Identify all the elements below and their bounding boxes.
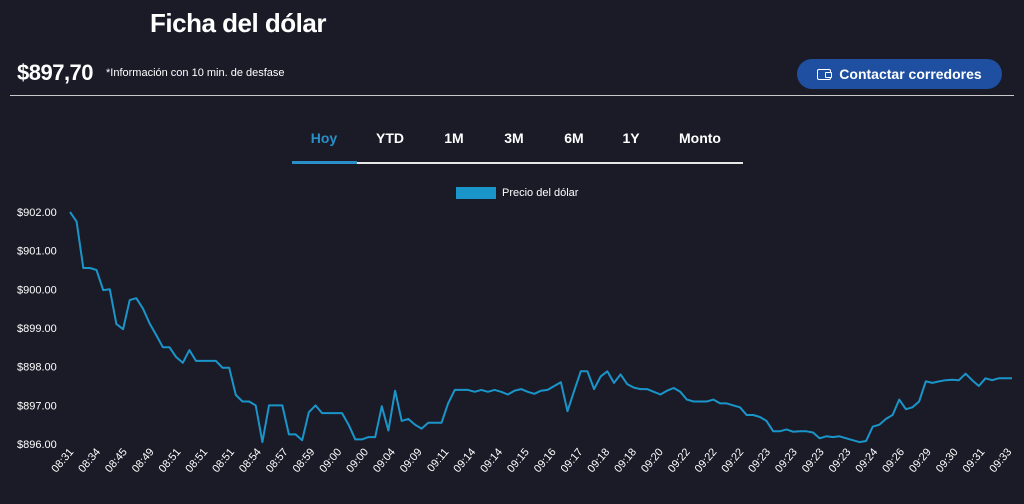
chart-legend[interactable]: Precio del dólar	[456, 187, 578, 199]
x-tick-label: 09:15	[505, 446, 532, 475]
tab-1m[interactable]: 1M	[444, 130, 464, 146]
x-tick-label: 09:23	[746, 446, 773, 475]
y-tick-label: $900.00	[17, 284, 57, 296]
x-tick-label: 09:23	[800, 446, 827, 475]
active-tab-indicator	[292, 161, 357, 164]
x-tick-label: 09:22	[666, 446, 693, 475]
period-tabs: Hoy YTD 1M 3M 6M 1Y Monto	[292, 122, 743, 164]
x-tick-label: 09:18	[585, 446, 612, 475]
x-tick-label: 09:22	[693, 446, 720, 475]
delay-note: *Información con 10 min. de desfase	[106, 67, 285, 79]
x-tick-label: 08:49	[130, 446, 157, 475]
x-tick-label: 09:16	[532, 446, 559, 475]
x-tick-label: 09:29	[907, 446, 934, 475]
series-line[interactable]	[69, 211, 1012, 444]
y-tick-label: $898.00	[17, 362, 57, 374]
header-divider	[10, 95, 1014, 96]
x-tick-label: 08:51	[157, 446, 184, 475]
x-tick-label: 09:30	[934, 446, 961, 475]
contact-brokers-button[interactable]: Contactar corredores	[797, 59, 1002, 89]
x-tick-label: 09:23	[773, 446, 800, 475]
x-tick-label: 09:23	[827, 446, 854, 475]
page-title: Ficha del dólar	[150, 8, 327, 38]
tab-6m[interactable]: 6M	[564, 130, 584, 146]
legend-swatch	[456, 187, 496, 199]
contact-brokers-label: Contactar corredores	[839, 66, 982, 82]
x-tick-label: 09:14	[451, 446, 478, 475]
x-tick-label: 08:54	[237, 446, 264, 475]
x-tick-label: 09:22	[719, 446, 746, 475]
y-tick-label: $897.00	[17, 400, 57, 412]
x-tick-label: 08:34	[76, 446, 103, 475]
y-tick-label: $902.00	[17, 207, 57, 219]
legend-label: Precio del dólar	[502, 187, 579, 199]
tab-hoy[interactable]: Hoy	[310, 130, 338, 146]
x-tick-label: 09:14	[478, 446, 505, 475]
x-tick-label: 09:33	[987, 446, 1014, 475]
tab-monto[interactable]: Monto	[679, 130, 721, 146]
x-tick-label: 08:59	[291, 446, 318, 475]
x-tick-label: 09:04	[371, 446, 398, 475]
x-tick-label: 08:57	[264, 446, 291, 475]
x-tick-label: 09:24	[853, 446, 880, 475]
wallet-icon	[817, 68, 833, 80]
x-tick-label: 09:26	[880, 446, 907, 475]
tab-ytd[interactable]: YTD	[376, 130, 404, 146]
tab-3m[interactable]: 3M	[504, 130, 524, 146]
x-tick-label: 09:11	[425, 446, 451, 474]
x-tick-label: 09:00	[317, 446, 344, 475]
x-tick-label: 08:51	[183, 446, 210, 475]
current-price: $897,70	[17, 60, 94, 85]
x-tick-label: 09:20	[639, 446, 666, 475]
tab-1y[interactable]: 1Y	[622, 130, 640, 146]
x-tick-label: 09:18	[612, 446, 639, 475]
x-tick-label: 09:31	[961, 446, 988, 475]
x-tick-label: 09:00	[344, 446, 371, 475]
x-tick-label: 08:51	[210, 446, 237, 475]
x-tick-label: 09:17	[559, 446, 586, 475]
y-tick-label: $896.00	[17, 439, 57, 451]
x-tick-label: 09:09	[398, 446, 425, 475]
y-tick-label: $901.00	[17, 246, 57, 258]
y-tick-label: $899.00	[17, 323, 57, 335]
x-tick-label: 08:45	[103, 446, 130, 475]
